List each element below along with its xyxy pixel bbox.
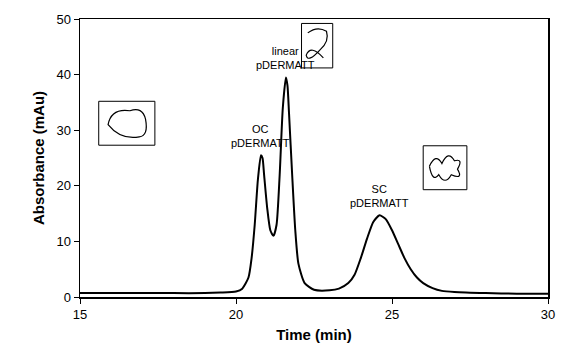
svg-text:50: 50 <box>56 12 70 27</box>
svg-text:SCpDERMATT: SCpDERMATT <box>350 183 409 209</box>
svg-text:25: 25 <box>385 307 399 322</box>
svg-text:20: 20 <box>229 307 243 322</box>
svg-text:Absorbance (mAu): Absorbance (mAu) <box>30 91 47 225</box>
svg-text:20: 20 <box>56 178 70 193</box>
svg-text:Time (min): Time (min) <box>276 326 352 343</box>
svg-text:OCpDERMATT: OCpDERMATT <box>231 123 290 149</box>
svg-text:linearpDERMATT: linearpDERMATT <box>256 45 315 71</box>
svg-text:30: 30 <box>541 307 555 322</box>
svg-text:15: 15 <box>73 307 87 322</box>
svg-text:0: 0 <box>64 290 71 305</box>
svg-text:40: 40 <box>56 67 70 82</box>
svg-text:10: 10 <box>56 234 70 249</box>
svg-text:30: 30 <box>56 123 70 138</box>
